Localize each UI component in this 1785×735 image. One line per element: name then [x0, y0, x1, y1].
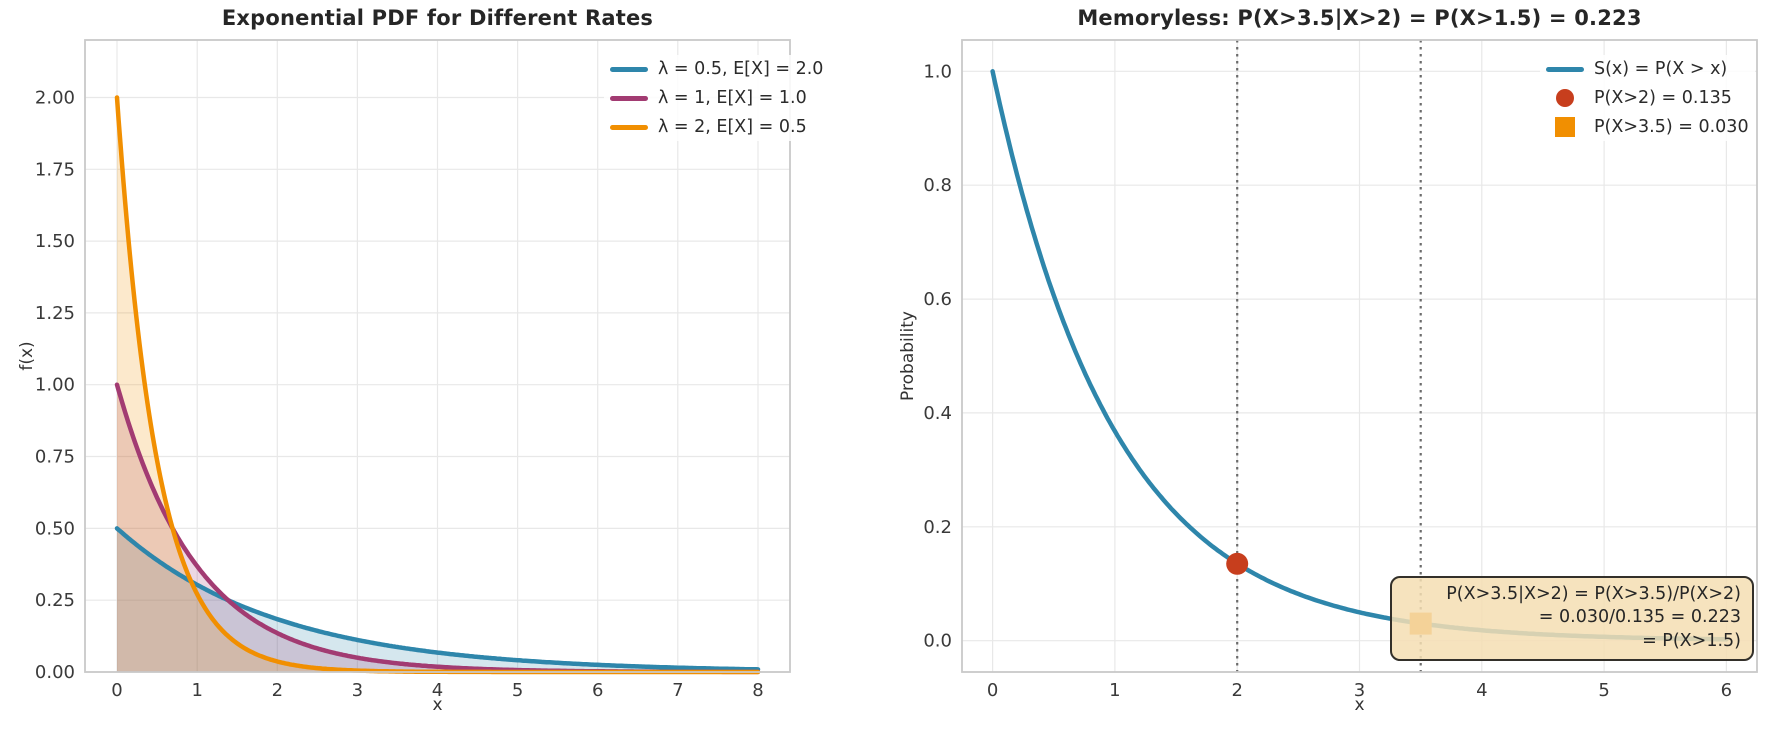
svg-text:0: 0 [111, 680, 122, 701]
legend-item: λ = 1, E[X] = 1.0 [610, 88, 823, 108]
svg-text:1: 1 [1109, 680, 1120, 701]
left-legend: λ = 0.5, E[X] = 2.0 λ = 1, E[X] = 1.0 λ … [604, 55, 830, 141]
svg-text:5: 5 [512, 680, 523, 701]
svg-text:1.0: 1.0 [923, 61, 952, 82]
svg-text:0.4: 0.4 [923, 403, 952, 424]
line-swatch-icon [610, 124, 648, 130]
legend-label: λ = 0.5, E[X] = 2.0 [658, 59, 824, 79]
svg-text:0.25: 0.25 [35, 590, 75, 611]
legend-label: P(X>3.5) = 0.030 [1594, 117, 1749, 137]
line-swatch-icon [610, 66, 648, 72]
square-marker-icon [1555, 117, 1575, 137]
svg-text:1: 1 [191, 680, 202, 701]
svg-text:8: 8 [752, 680, 763, 701]
svg-text:0.00: 0.00 [35, 662, 75, 683]
legend-item: P(X>2) = 0.135 [1546, 88, 1749, 108]
svg-text:0.75: 0.75 [35, 447, 75, 468]
svg-text:1.75: 1.75 [35, 159, 75, 180]
legend-item: P(X>3.5) = 0.030 [1546, 117, 1749, 137]
svg-text:3: 3 [352, 680, 363, 701]
svg-text:1.25: 1.25 [35, 303, 75, 324]
annotation-line: = P(X>1.5) [1642, 630, 1741, 651]
annotation-line: P(X>3.5|X>2) = P(X>3.5)/P(X>2) [1446, 584, 1741, 604]
svg-text:6: 6 [1721, 680, 1732, 701]
svg-text:0.50: 0.50 [35, 518, 75, 539]
svg-text:1.00: 1.00 [35, 375, 75, 396]
right-chart-title: Memoryless: P(X>3.5|X>2) = P(X>1.5) = 0.… [1077, 6, 1642, 30]
right-y-axis-label: Probability [898, 311, 918, 401]
memoryless-annotation: P(X>3.5|X>2) = P(X>3.5)/P(X>2) = 0.030/0… [1390, 576, 1754, 661]
left-y-axis-label: f(x) [17, 341, 37, 371]
svg-text:1.50: 1.50 [35, 231, 75, 252]
exponential-pdf-plot: 0 1 2 3 4 5 6 7 8 0.00 0.25 0.50 0.75 1.00 1.25 1.50 1.7… [35, 39, 791, 701]
annotation-line: = 0.030/0.135 = 0.223 [1538, 607, 1741, 628]
right-x-axis-label: x [1354, 695, 1365, 715]
svg-text:6: 6 [592, 680, 603, 701]
svg-text:4: 4 [1476, 680, 1487, 701]
svg-text:3: 3 [1354, 680, 1365, 701]
left-x-axis-label: x [432, 695, 443, 715]
legend-item: S(x) = P(X > x) [1546, 59, 1749, 79]
svg-text:5: 5 [1598, 680, 1609, 701]
left-chart-title: Exponential PDF for Different Rates [221, 6, 654, 30]
svg-text:0.6: 0.6 [923, 289, 952, 310]
svg-text:7: 7 [672, 680, 683, 701]
legend-label: λ = 2, E[X] = 0.5 [658, 117, 807, 137]
svg-text:2.00: 2.00 [35, 88, 75, 109]
svg-text:4: 4 [432, 680, 443, 701]
svg-text:0.0: 0.0 [923, 631, 952, 652]
right-legend: S(x) = P(X > x) P(X>2) = 0.135 P(X>3.5) … [1540, 55, 1755, 141]
svg-text:0: 0 [987, 680, 998, 701]
line-swatch-icon [1546, 66, 1584, 72]
legend-label: S(x) = P(X > x) [1594, 59, 1728, 79]
circle-marker-icon [1556, 89, 1574, 107]
legend-item: λ = 2, E[X] = 0.5 [610, 117, 823, 137]
svg-text:0.8: 0.8 [923, 175, 952, 196]
svg-text:2: 2 [272, 680, 283, 701]
svg-text:0.2: 0.2 [923, 517, 952, 538]
svg-text:2: 2 [1231, 680, 1242, 701]
line-swatch-icon [610, 95, 648, 101]
legend-item: λ = 0.5, E[X] = 2.0 [610, 59, 823, 79]
legend-label: λ = 1, E[X] = 1.0 [658, 88, 807, 108]
legend-label: P(X>2) = 0.135 [1594, 88, 1732, 108]
